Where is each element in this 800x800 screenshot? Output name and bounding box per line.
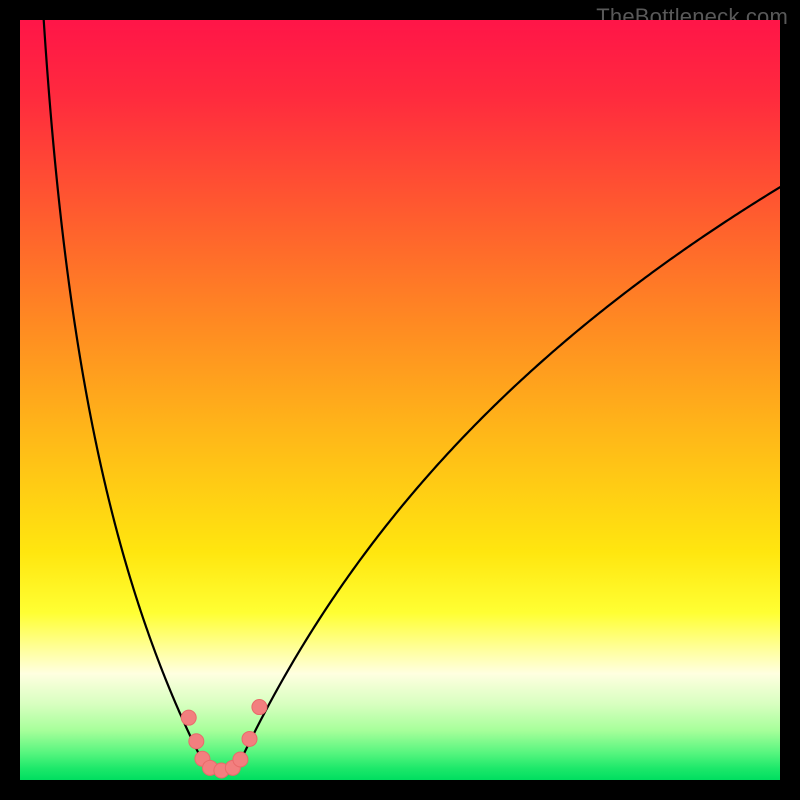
gradient-background — [20, 20, 780, 780]
marker-point — [252, 700, 267, 715]
plot-area — [20, 20, 780, 780]
marker-point — [189, 734, 204, 749]
bottleneck-curve-chart — [20, 20, 780, 780]
marker-point — [181, 710, 196, 725]
chart-container: TheBottleneck.com — [0, 0, 800, 800]
marker-point — [242, 731, 257, 746]
marker-point — [233, 752, 248, 767]
